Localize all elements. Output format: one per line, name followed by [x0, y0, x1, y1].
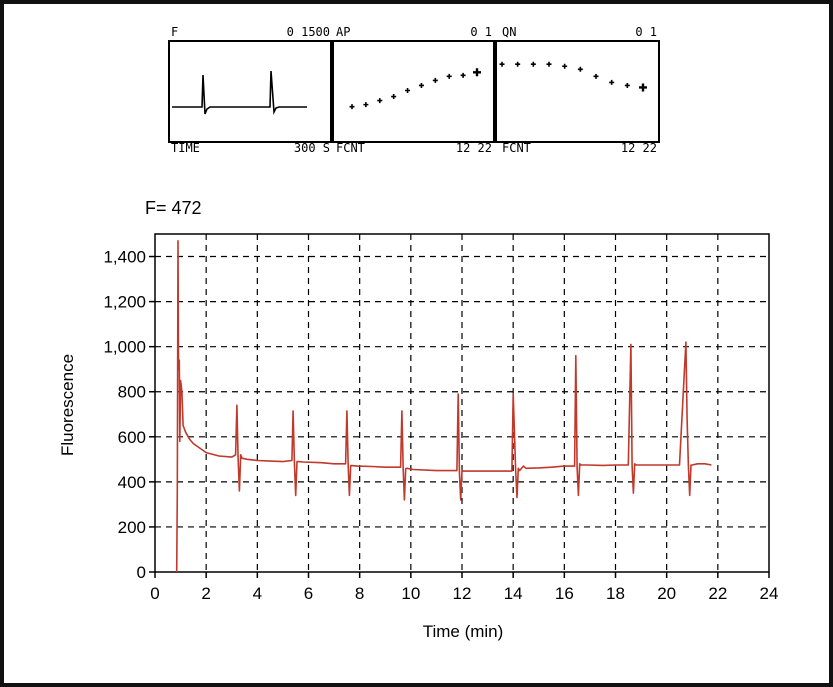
monitor-point — [391, 94, 397, 100]
time-trace-line — [172, 70, 307, 115]
x-tick-label: 10 — [401, 584, 420, 603]
monitor-point — [377, 98, 383, 104]
monitor-point — [562, 63, 568, 69]
x-tick-label: 0 — [150, 584, 159, 603]
ap-points — [349, 68, 481, 110]
y-tick-label: 400 — [118, 473, 146, 492]
monitor-point — [577, 66, 583, 72]
monitor-point — [446, 73, 452, 79]
panel-3-bottom-left: FCNT — [502, 141, 531, 155]
x-tick-label: 6 — [304, 584, 313, 603]
x-tick-label: 16 — [555, 584, 574, 603]
panel-2-bottom-left: FCNT — [336, 141, 365, 155]
monitor-point — [609, 79, 615, 85]
panel-1-bottom-left: TIME — [171, 141, 200, 155]
x-axis-label: Time (min) — [423, 622, 504, 641]
monitor-point — [639, 83, 647, 92]
monitor-point — [432, 77, 438, 83]
panel-1-bottom-right: 300 S — [294, 141, 330, 155]
grid-lines — [155, 234, 769, 572]
monitor-point — [530, 61, 536, 67]
time-trace-panel — [168, 40, 332, 143]
y-tick-label: 200 — [118, 518, 146, 537]
panel-2-bottom-right: 12 22 — [456, 141, 492, 155]
ap-panel — [332, 40, 495, 143]
x-tick-labels: 0 2 4 6 8 10 12 14 16 18 20 22 24 — [150, 584, 778, 603]
fluorescence-readout: F= 472 — [145, 198, 202, 218]
qn-points — [499, 61, 647, 92]
x-tick-label: 12 — [453, 584, 472, 603]
panel-2-top-right: 0 1 — [470, 25, 492, 39]
panel-3-bottom-right: 12 22 — [621, 141, 657, 155]
panel-1-top-right: 0 1500 — [287, 25, 330, 39]
monitor-point — [473, 68, 481, 77]
panel-2-top-left: AP — [336, 25, 350, 39]
monitor-point — [405, 87, 411, 93]
y-tick-label: 1,400 — [103, 248, 146, 267]
monitor-point — [546, 61, 552, 67]
y-tick-label: 0 — [137, 563, 146, 582]
panel-3-top-right: 0 1 — [635, 25, 657, 39]
monitor-point — [460, 72, 466, 78]
x-tick-label: 20 — [657, 584, 676, 603]
x-tick-label: 4 — [253, 584, 262, 603]
monitor-panels: F 0 1500 TIME 300 S AP 0 1 FCNT 12 22 QN… — [168, 25, 660, 155]
monitor-point — [418, 82, 424, 88]
y-tick-label: 600 — [118, 428, 146, 447]
monitor-point — [363, 102, 369, 108]
panel-1-top-left: F — [171, 25, 178, 39]
monitor-point — [624, 82, 630, 88]
x-tick-label: 22 — [708, 584, 727, 603]
x-tick-label: 24 — [760, 584, 779, 603]
monitor-point — [349, 104, 355, 110]
monitor-point — [593, 73, 599, 79]
y-tick-label: 1,200 — [103, 293, 146, 312]
fluorescence-series-line — [175, 240, 712, 573]
y-tick-label: 1,000 — [103, 338, 146, 357]
x-tick-label: 2 — [201, 584, 210, 603]
x-tick-label: 18 — [606, 584, 625, 603]
y-axis-label: Fluorescence — [58, 354, 77, 456]
y-tick-label: 800 — [118, 383, 146, 402]
monitor-point — [499, 61, 505, 67]
axes — [149, 255, 770, 578]
y-tick-labels: 0 200 400 600 800 1,000 1,200 1,400 — [103, 248, 146, 582]
x-tick-label: 14 — [504, 584, 523, 603]
series-layer — [175, 240, 712, 573]
x-tick-label: 8 — [355, 584, 364, 603]
qn-panel — [495, 40, 660, 143]
monitor-point — [515, 61, 521, 67]
panel-3-top-left: QN — [502, 25, 516, 39]
